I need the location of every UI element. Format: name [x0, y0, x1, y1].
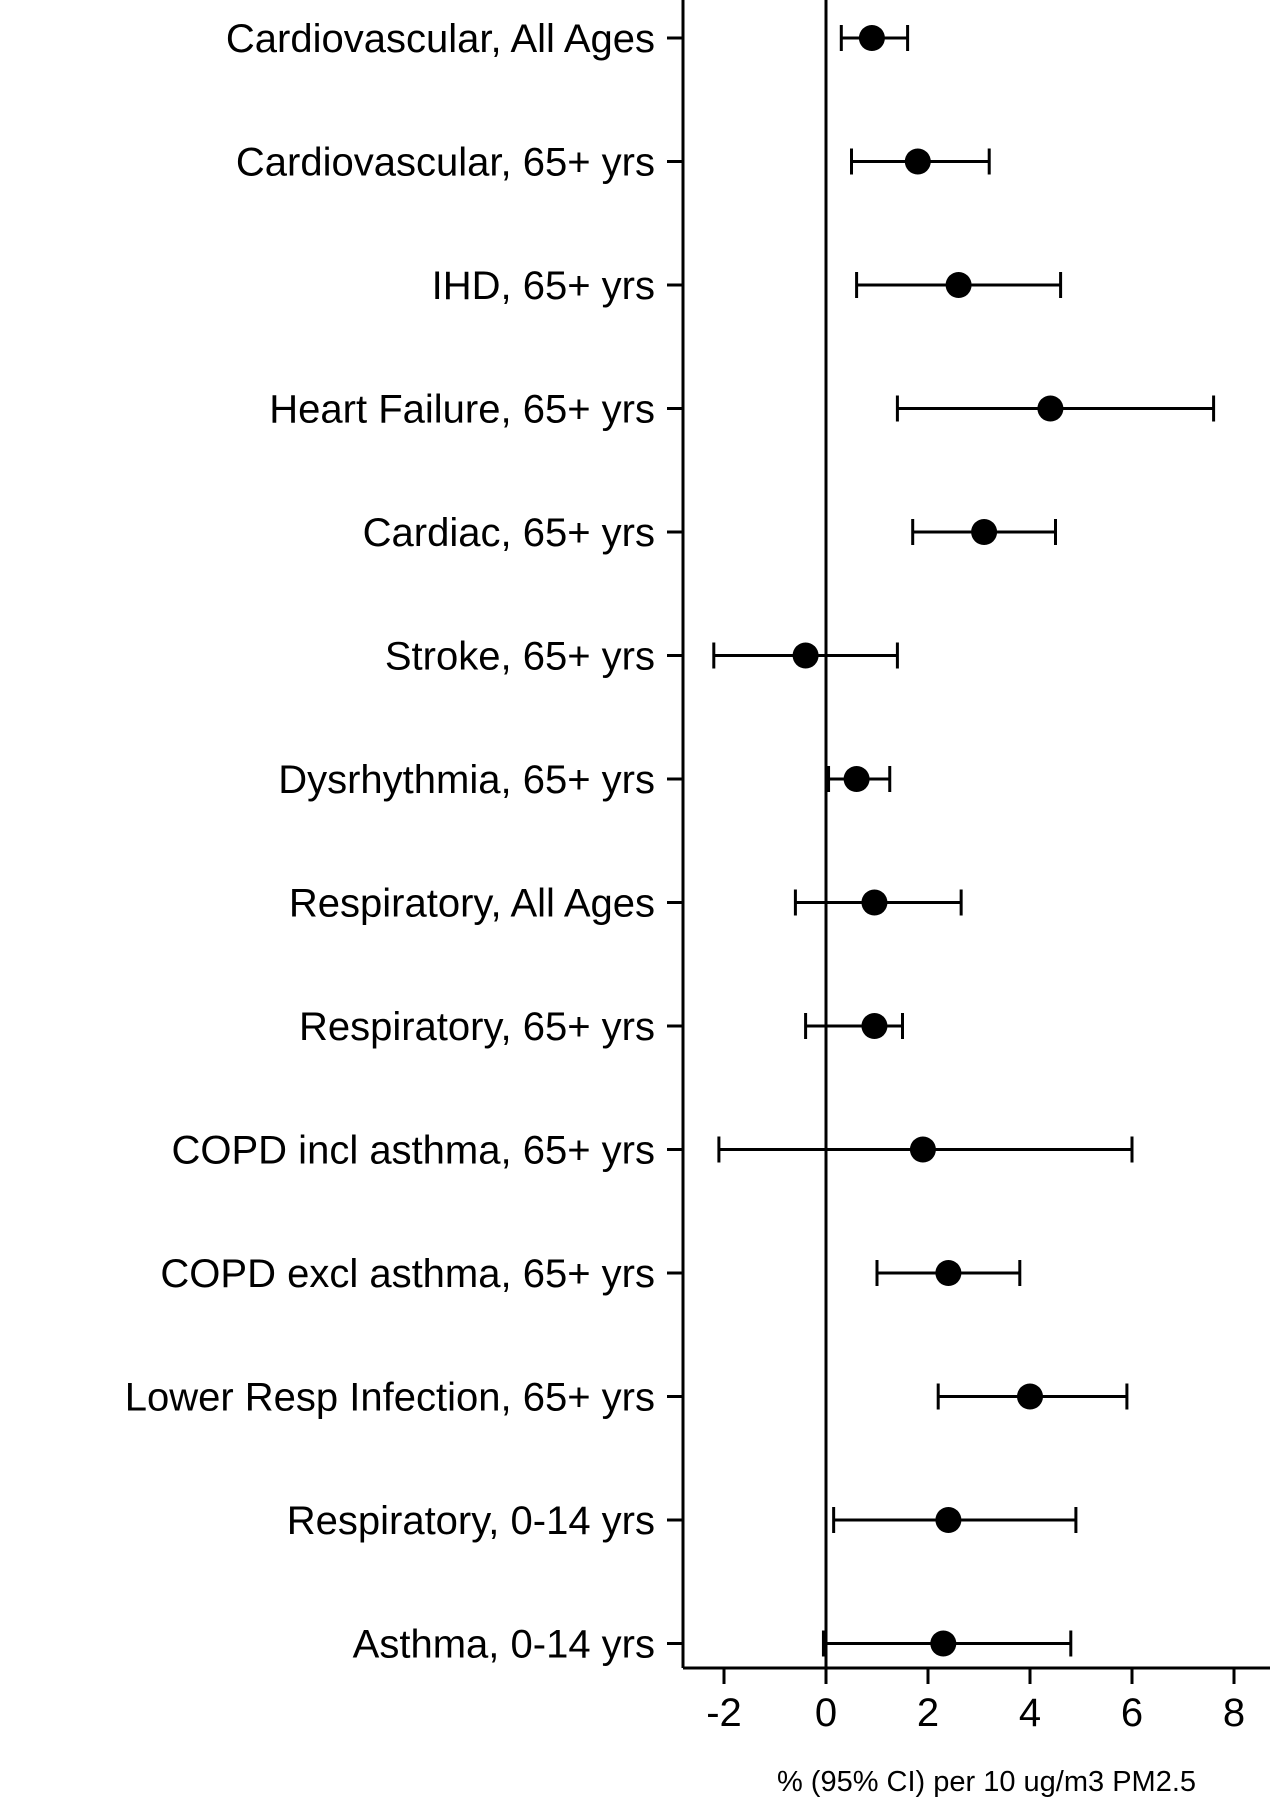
point-estimate	[904, 148, 931, 175]
category-label: Cardiovascular, All Ages	[226, 17, 655, 61]
point-estimate	[930, 1630, 957, 1657]
category-label: Asthma, 0-14 yrs	[353, 1623, 655, 1667]
x-tick-label: 0	[815, 1691, 837, 1735]
point-estimate	[971, 519, 998, 545]
point-estimate	[935, 1507, 962, 1533]
x-tick-label: 4	[1019, 1691, 1041, 1735]
confidence-intervals	[712, 25, 1216, 1657]
category-label: Heart Failure, 65+ yrs	[269, 388, 655, 432]
category-label: Dysrhythmia, 65+ yrs	[278, 758, 655, 802]
point-estimate	[1037, 395, 1064, 422]
category-labels: Cardiovascular, All Ages Cardiovascular, …	[125, 17, 655, 1667]
category-label: Lower Resp Infection, 65+ yrs	[125, 1376, 655, 1420]
point-estimate	[843, 766, 870, 792]
point-estimate	[858, 25, 885, 51]
category-label: Respiratory, All Ages	[289, 882, 655, 926]
point-estimates	[792, 25, 1064, 1657]
category-label: COPD incl asthma, 65+ yrs	[172, 1129, 656, 1173]
category-label: Stroke, 65+ yrs	[385, 635, 655, 679]
point-estimate	[1017, 1383, 1043, 1410]
ci-bar	[804, 1013, 904, 1039]
point-estimate	[861, 1013, 888, 1039]
category-label: Cardiac, 65+ yrs	[363, 511, 655, 555]
y-axis-ticks	[667, 36, 683, 1645]
point-estimate	[861, 889, 888, 916]
point-estimate	[935, 1260, 962, 1286]
category-label: IHD, 65+ yrs	[432, 264, 655, 308]
point-estimate	[909, 1136, 936, 1163]
x-axis-title: % (95% CI) per 10 ug/m3 PM2.5	[777, 1766, 1196, 1798]
category-label: Respiratory, 65+ yrs	[299, 1005, 655, 1049]
x-axis-ticks: -2 0 2 4 6 8	[706, 1668, 1245, 1735]
x-tick-label: 6	[1121, 1691, 1143, 1735]
category-label: Respiratory, 0-14 yrs	[287, 1499, 655, 1543]
category-label: Cardiovascular, 65+ yrs	[236, 141, 655, 185]
x-tick-label: 8	[1223, 1691, 1245, 1735]
category-label: COPD excl asthma, 65+ yrs	[160, 1252, 655, 1296]
point-estimate	[792, 642, 819, 669]
point-estimate	[945, 272, 972, 298]
x-tick-label: 2	[917, 1691, 939, 1735]
x-tick-label: -2	[706, 1691, 742, 1735]
